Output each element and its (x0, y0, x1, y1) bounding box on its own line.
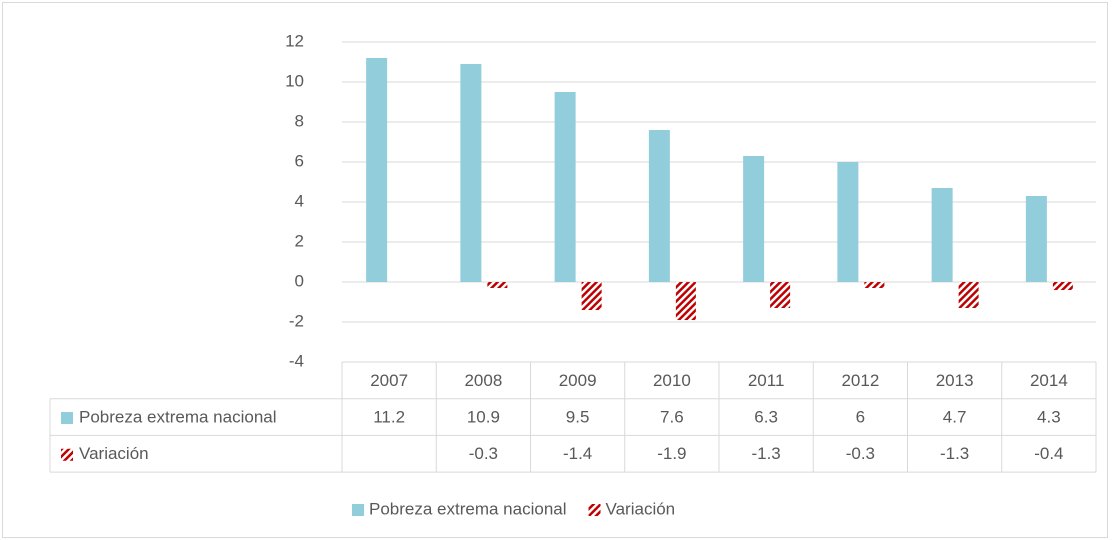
bar (770, 282, 791, 308)
table-cell: 11.2 (373, 408, 405, 427)
x-tick-label: 2012 (841, 371, 879, 390)
table-cell: 6.3 (754, 408, 778, 427)
bar (581, 282, 602, 310)
y-tick-label: 10 (285, 71, 304, 90)
y-tick-label: 0 (295, 271, 304, 290)
table-cell: 10.9 (467, 408, 500, 427)
bar (931, 188, 953, 282)
x-tick-label: 2008 (464, 371, 502, 390)
bar (958, 282, 979, 308)
bar (648, 130, 670, 282)
legend-swatch (588, 504, 601, 516)
legend-swatch (61, 448, 73, 461)
x-tick-label: 2014 (1030, 371, 1068, 390)
bar (554, 92, 576, 282)
row-header: Variación (79, 444, 149, 463)
bar (743, 156, 765, 282)
legend-swatch (61, 412, 73, 425)
y-tick-label: 2 (295, 231, 304, 250)
y-tick-label: 12 (285, 31, 304, 50)
legend-swatch (352, 504, 364, 516)
y-tick-label: 4 (295, 191, 304, 210)
x-tick-label: 2013 (936, 371, 974, 390)
x-tick-label: 2009 (559, 371, 597, 390)
bar (837, 162, 859, 282)
table-cell: 9.5 (566, 408, 590, 427)
table-cell: 4.3 (1037, 408, 1061, 427)
bar (487, 282, 508, 288)
bar (366, 58, 388, 282)
bar (864, 282, 885, 288)
legend-label: Variación (606, 499, 676, 518)
y-tick-label: 8 (295, 111, 304, 130)
bar (1052, 282, 1073, 290)
y-tick-label: -4 (289, 351, 304, 370)
bar (675, 282, 696, 320)
x-tick-label: 2011 (748, 371, 785, 390)
table-cell: -1.4 (563, 444, 592, 463)
bar (460, 64, 482, 282)
table-cell: 4.7 (943, 408, 967, 427)
table-cell: -1.3 (940, 444, 969, 463)
table-cell: -0.4 (1034, 444, 1063, 463)
table-cell: 6 (856, 408, 865, 427)
table-cell: -0.3 (469, 444, 498, 463)
x-tick-label: 2007 (370, 371, 408, 390)
x-tick-label: 2010 (653, 371, 691, 390)
table-cell: -1.3 (751, 444, 780, 463)
bar (1025, 196, 1047, 282)
table-cell: -0.3 (846, 444, 875, 463)
legend-label: Pobreza extrema nacional (369, 499, 567, 518)
y-tick-label: -2 (289, 311, 304, 330)
table-cell: 7.6 (660, 408, 684, 427)
row-header: Pobreza extrema nacional (79, 408, 277, 427)
table-cell: -1.9 (657, 444, 686, 463)
y-tick-label: 6 (295, 151, 304, 170)
